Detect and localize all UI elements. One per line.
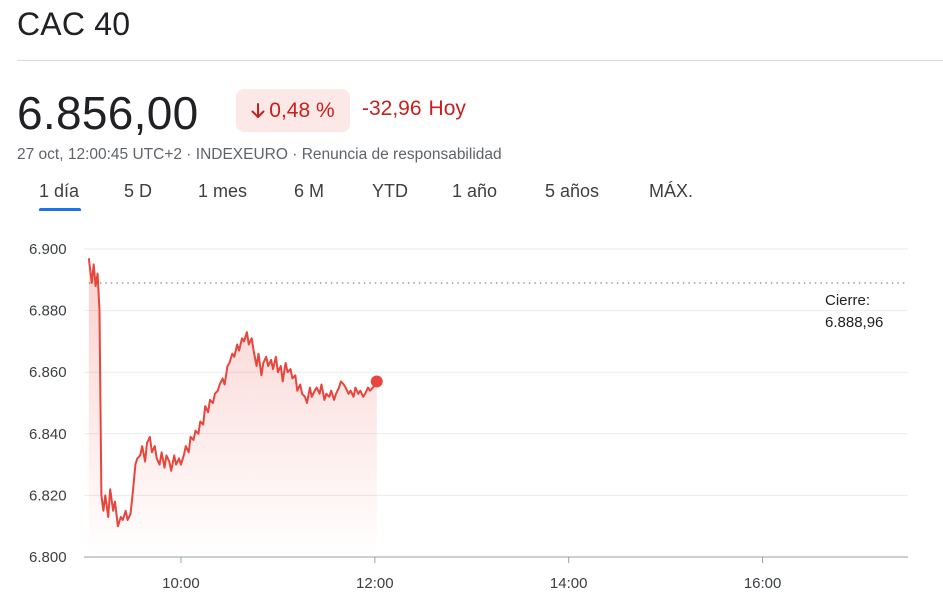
header-divider xyxy=(17,60,943,61)
y-tick-label: 6.840 xyxy=(29,426,67,443)
y-tick-label: 6.860 xyxy=(29,364,67,381)
price-area-fill xyxy=(88,258,377,557)
absolute-change-value: -32,96 xyxy=(362,97,422,120)
current-price: 6.856,00 xyxy=(17,87,199,139)
tab-1-year[interactable]: 1 año xyxy=(452,181,498,201)
previous-close-value: 6.888,96 xyxy=(825,314,883,331)
tab-6-months[interactable]: 6 M xyxy=(294,181,325,201)
period-label: Hoy xyxy=(428,97,466,120)
tab-ytd[interactable]: YTD xyxy=(372,181,408,201)
y-tick-label: 6.800 xyxy=(29,549,67,566)
previous-close-label: Cierre: xyxy=(825,292,870,309)
y-tick-label: 6.900 xyxy=(29,241,67,258)
tab-5-years[interactable]: 5 años xyxy=(545,181,600,201)
percent-change-badge: 0,48 % xyxy=(236,89,350,132)
page-title: CAC 40 xyxy=(17,6,131,42)
tab-1-month[interactable]: 1 mes xyxy=(198,181,248,201)
price-chart[interactable]: 6.900 6.880 6.860 6.840 6.820 6.800 10:00 12:00… xyxy=(0,220,943,602)
x-tick-label: 16:00 xyxy=(744,575,782,592)
x-tick-label: 12:00 xyxy=(356,575,394,592)
y-tick-label: 6.880 xyxy=(29,303,67,320)
absolute-change: -32,96 Hoy xyxy=(362,97,466,121)
active-tab-indicator xyxy=(39,208,81,211)
x-tick-label: 14:00 xyxy=(550,575,588,592)
price-line xyxy=(87,258,378,528)
last-price-point xyxy=(370,375,383,388)
tab-1-day[interactable]: 1 día xyxy=(39,181,80,201)
arrow-down-icon xyxy=(251,102,265,119)
percent-change-value: 0,48 % xyxy=(269,98,335,122)
tab-5-days[interactable]: 5 D xyxy=(124,181,153,201)
y-tick-label: 6.820 xyxy=(29,487,67,504)
tab-max[interactable]: MÁX. xyxy=(649,181,694,201)
x-tick-label: 10:00 xyxy=(162,575,200,592)
quote-meta: 27 oct, 12:00:45 UTC+2 · INDEXEURO · Ren… xyxy=(17,146,502,163)
